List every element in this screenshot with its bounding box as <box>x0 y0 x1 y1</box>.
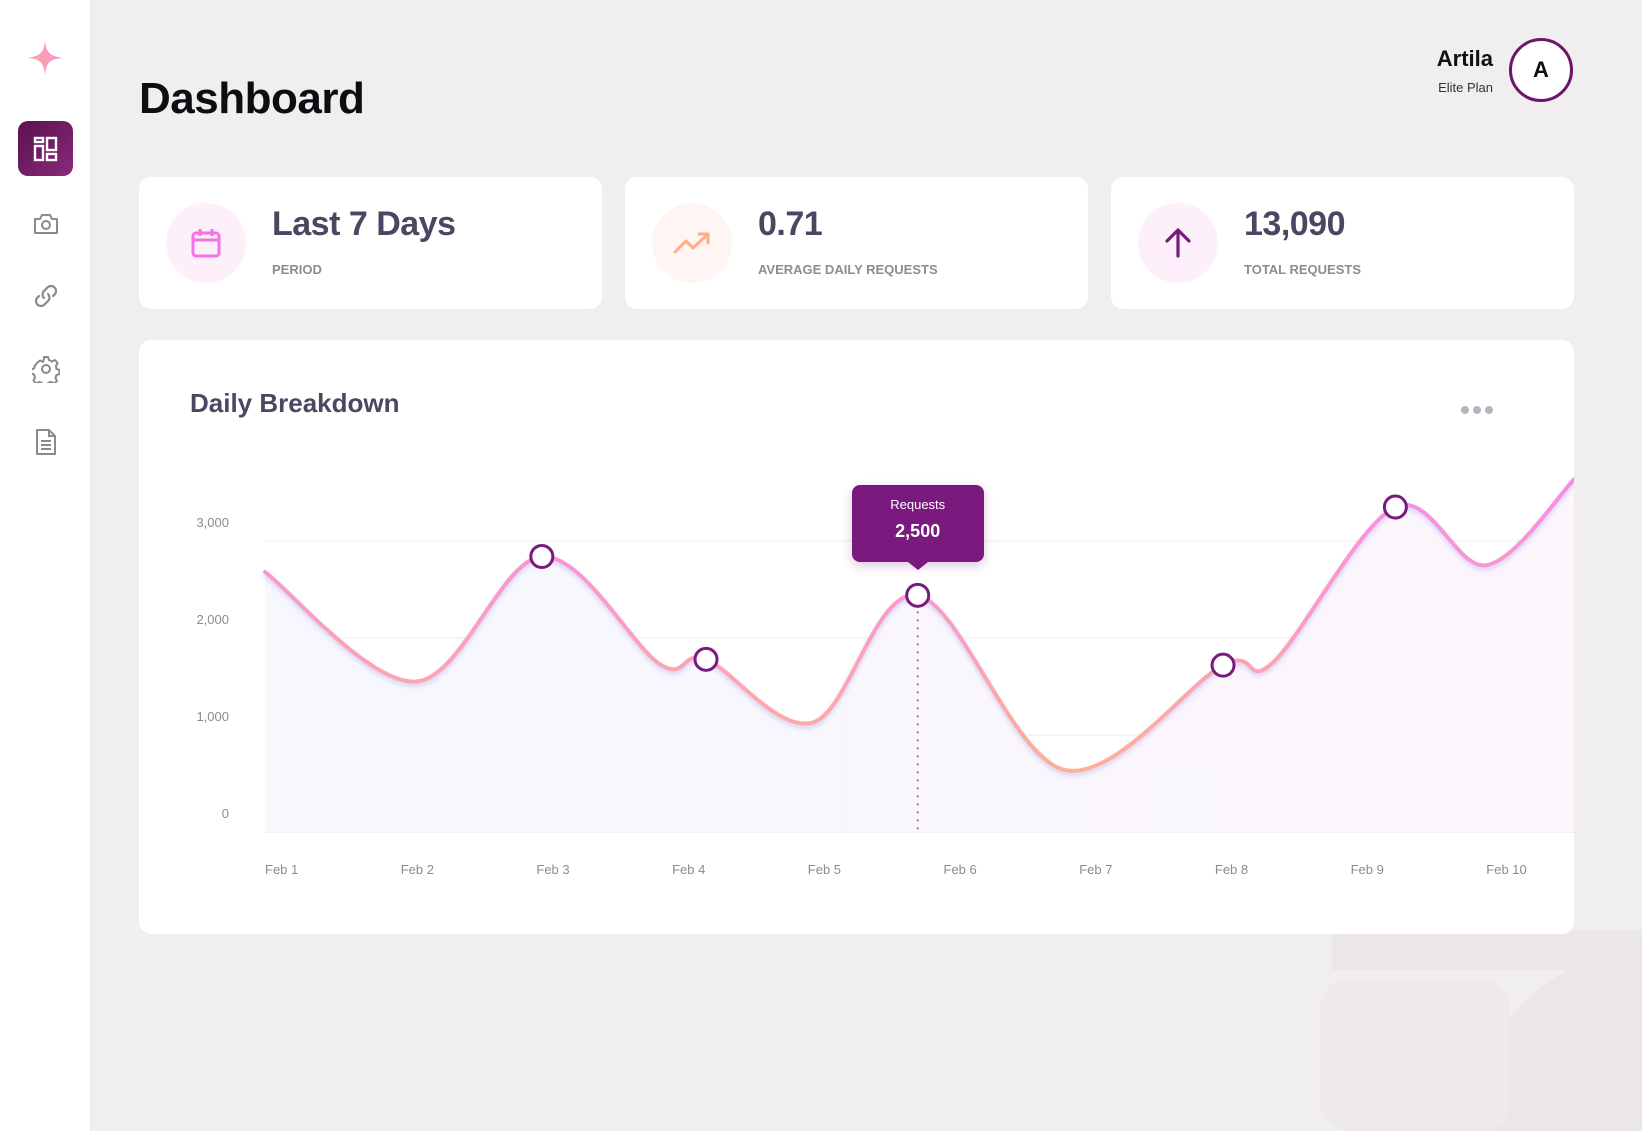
y-tick-label: 3,000 <box>196 515 229 530</box>
more-options-icon[interactable] <box>1461 402 1501 418</box>
dashboard-icon <box>33 136 57 161</box>
line-chart: 0 1,000 2,000 3,000 Feb 1 Feb 2 Feb 3 Feb 4 Feb … <box>196 476 1574 877</box>
sidebar-item-documents[interactable] <box>18 414 73 469</box>
stat-label: AVERAGE DAILY REQUESTS <box>758 262 938 277</box>
y-tick-label: 0 <box>222 806 229 821</box>
data-point-marker <box>529 544 555 570</box>
data-point-marker <box>905 582 931 608</box>
stat-label: TOTAL REQUESTS <box>1244 262 1362 277</box>
stat-card-total: 13,090 TOTAL REQUESTS <box>1111 177 1574 309</box>
camera-icon <box>33 213 58 234</box>
data-point-marker <box>693 646 719 672</box>
page-title: Dashboard <box>139 74 365 123</box>
data-point-marker <box>1210 652 1236 678</box>
document-icon <box>35 428 56 455</box>
x-tick-label: Feb 2 <box>401 862 434 877</box>
calendar-icon <box>166 203 246 283</box>
x-tick-label: Feb 1 <box>265 862 298 877</box>
sidebar <box>0 0 91 1131</box>
x-tick-label: Feb 9 <box>1351 862 1384 877</box>
avatar[interactable]: A <box>1509 38 1573 102</box>
y-tick-label: 2,000 <box>196 612 229 627</box>
chart-title: Daily Breakdown <box>190 388 400 418</box>
x-tick-label: Feb 7 <box>1079 862 1112 877</box>
stat-value: 13,090 <box>1244 205 1346 243</box>
sidebar-item-links[interactable] <box>18 268 73 323</box>
tooltip-value: 2,500 <box>895 521 941 542</box>
sidebar-item-settings[interactable] <box>18 341 73 396</box>
x-tick-label: Feb 6 <box>944 862 977 877</box>
y-tick-label: 1,000 <box>196 709 229 724</box>
stat-value: 0.71 <box>758 205 823 243</box>
link-icon <box>34 284 57 307</box>
x-tick-label: Feb 4 <box>672 862 705 877</box>
x-tick-label: Feb 3 <box>536 862 569 877</box>
trending-up-icon <box>652 203 732 283</box>
tooltip-label: Requests <box>890 497 946 513</box>
logo-sparkle-icon <box>27 40 63 76</box>
chart-tooltip: Requests 2,500 <box>851 485 984 571</box>
stat-label: PERIOD <box>272 262 322 277</box>
user-plan: Elite Plan <box>1438 80 1493 95</box>
x-tick-label: Feb 10 <box>1486 862 1526 877</box>
stat-card-average: 0.71 AVERAGE DAILY REQUESTS <box>625 177 1088 309</box>
user-name: Artila <box>1436 46 1493 71</box>
arrow-up-icon <box>1138 203 1218 283</box>
x-tick-label: Feb 8 <box>1215 862 1248 877</box>
sidebar-item-dashboard[interactable] <box>18 121 73 176</box>
data-point-marker <box>1382 494 1408 520</box>
x-tick-label: Feb 5 <box>808 862 841 877</box>
gear-icon <box>31 355 60 383</box>
sidebar-item-camera[interactable] <box>18 196 73 251</box>
stat-card-period: Last 7 Days PERIOD <box>139 177 602 309</box>
stat-value: Last 7 Days <box>272 205 456 243</box>
area-fill <box>265 479 1574 832</box>
daily-breakdown-card: Daily Breakdown 0 1,000 2,000 3,000 Feb 1 Feb… <box>139 340 1574 934</box>
